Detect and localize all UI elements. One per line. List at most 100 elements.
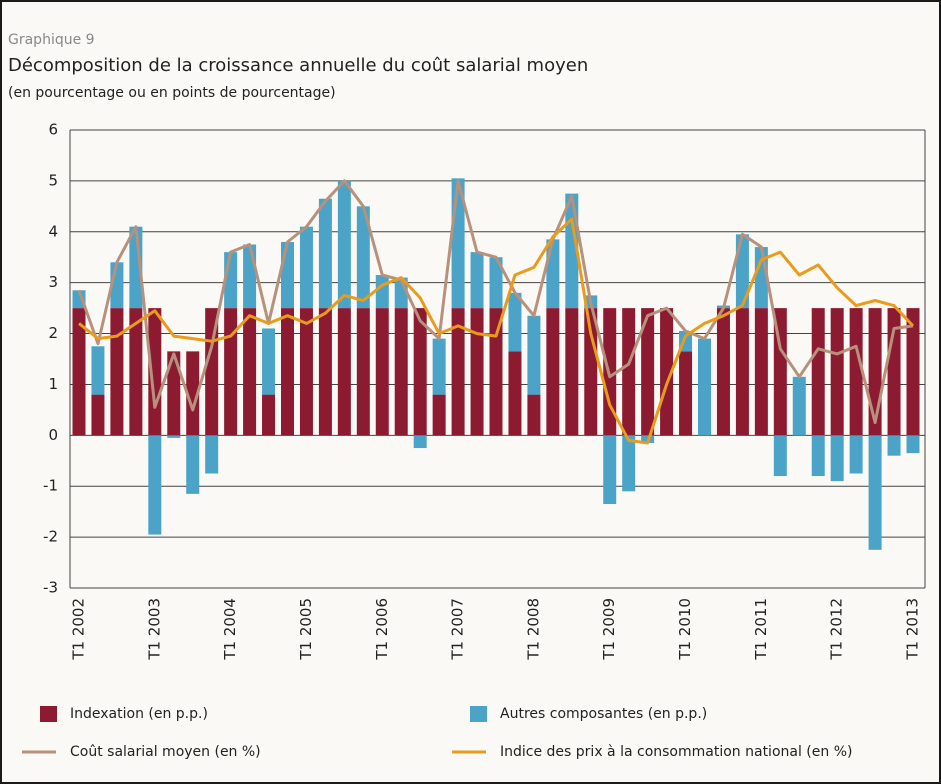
chart-label: Graphique 9 xyxy=(8,32,95,48)
bar xyxy=(91,346,105,395)
line xyxy=(78,217,915,445)
bar xyxy=(546,308,560,436)
bar xyxy=(375,308,389,436)
bar xyxy=(281,308,294,436)
bar xyxy=(660,308,674,436)
bar xyxy=(413,308,427,436)
bar xyxy=(337,308,351,436)
bar xyxy=(375,275,389,309)
legend-label: Coût salarial moyen (en %) xyxy=(70,744,261,760)
legend-swatch xyxy=(40,706,57,722)
x-tick-label: T1 2010 xyxy=(676,598,694,661)
bar xyxy=(811,308,825,436)
bar xyxy=(394,308,408,436)
bar xyxy=(262,394,276,436)
bar xyxy=(849,435,863,474)
x-tick-label: T1 2011 xyxy=(752,598,770,661)
bar xyxy=(508,351,522,436)
bar xyxy=(698,338,711,436)
x-tick-label: T1 2004 xyxy=(221,598,239,661)
bar xyxy=(622,308,636,436)
bar xyxy=(811,435,825,477)
bar xyxy=(91,394,105,436)
bar xyxy=(527,315,541,395)
bar xyxy=(489,308,503,436)
y-tick-label: 1 xyxy=(48,375,58,393)
y-tick-label: 4 xyxy=(48,222,58,240)
y-tick-label: 0 xyxy=(48,426,58,444)
bar xyxy=(849,308,863,436)
bar xyxy=(754,308,768,436)
bar xyxy=(546,239,560,309)
bar xyxy=(243,244,257,309)
bar xyxy=(186,351,200,436)
y-tick-label: 5 xyxy=(48,171,58,189)
bar xyxy=(356,206,370,309)
bar xyxy=(299,226,313,309)
bar xyxy=(622,435,636,492)
bar xyxy=(773,435,787,477)
y-tick-label: -2 xyxy=(43,528,58,546)
legend-label: Autres composantes (en p.p.) xyxy=(500,706,707,722)
bar xyxy=(318,308,332,436)
bar xyxy=(451,308,465,436)
bar xyxy=(830,435,844,482)
bar xyxy=(527,394,541,436)
legend-label: Indice des prix à la consommation nation… xyxy=(500,744,852,760)
y-tick-label: -1 xyxy=(43,477,58,495)
bar xyxy=(641,308,655,436)
bar xyxy=(489,257,503,309)
bar xyxy=(432,394,446,436)
x-tick-label: T1 2005 xyxy=(297,598,315,661)
bar xyxy=(679,351,693,436)
bar xyxy=(413,435,427,449)
bar xyxy=(906,435,920,454)
legend-swatch xyxy=(470,706,487,722)
bar xyxy=(167,351,181,436)
bar xyxy=(72,308,86,436)
bar xyxy=(318,198,332,309)
x-tick-label: T1 2006 xyxy=(373,598,391,661)
bar xyxy=(773,308,787,436)
y-tick-label: -3 xyxy=(43,579,58,597)
bar xyxy=(470,308,484,436)
bar xyxy=(470,252,484,309)
x-tick-label: T1 2008 xyxy=(524,598,542,661)
bar xyxy=(906,308,920,436)
bar xyxy=(830,308,844,436)
chart-title: Décomposition de la croissance annuelle … xyxy=(8,55,588,76)
x-tick-label: T1 2009 xyxy=(600,598,618,661)
bar xyxy=(243,308,257,436)
bar xyxy=(565,308,579,436)
bar xyxy=(887,435,901,456)
x-tick-label: T1 2012 xyxy=(828,598,846,661)
y-tick-label: 3 xyxy=(48,273,58,291)
bar xyxy=(356,308,370,436)
bar xyxy=(792,376,806,436)
x-tick-label: T1 2013 xyxy=(904,598,922,661)
bar xyxy=(262,328,276,395)
bar xyxy=(148,308,162,436)
legend-label: Indexation (en p.p.) xyxy=(70,706,208,722)
x-tick-label: T1 2002 xyxy=(70,598,88,661)
bar xyxy=(603,435,617,505)
chart-subtitle: (en pourcentage ou en points de pourcent… xyxy=(8,85,336,101)
bar xyxy=(186,435,200,494)
y-tick-label: 2 xyxy=(48,324,58,342)
bar xyxy=(508,292,522,352)
bar xyxy=(735,308,749,436)
y-tick-label: 6 xyxy=(48,121,58,139)
bar xyxy=(868,435,882,550)
bar xyxy=(337,180,351,309)
bar xyxy=(148,435,162,535)
bar xyxy=(716,308,730,436)
x-tick-label: T1 2003 xyxy=(145,598,163,661)
x-tick-label: T1 2007 xyxy=(449,598,467,661)
bar xyxy=(299,308,313,436)
line xyxy=(77,179,914,425)
bar xyxy=(224,308,238,436)
bar xyxy=(281,241,294,309)
bar xyxy=(110,308,124,436)
bar xyxy=(129,308,143,436)
